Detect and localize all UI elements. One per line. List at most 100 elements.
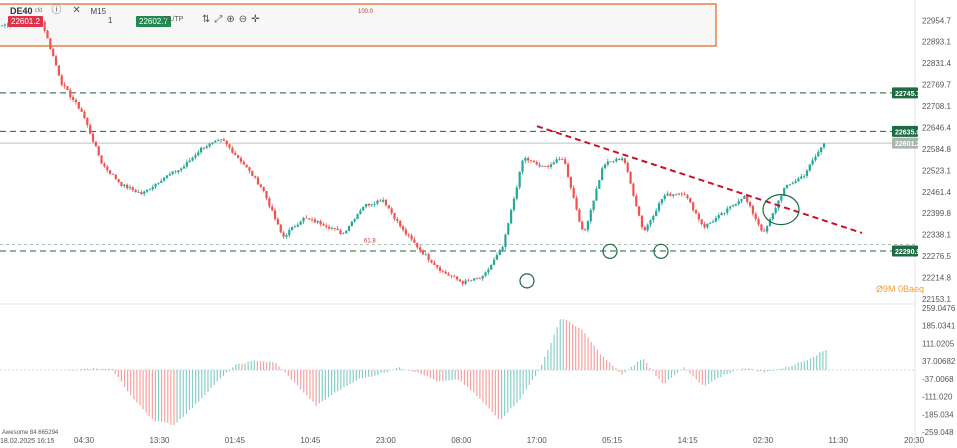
- oscillator-tick-label: 111.0205: [922, 339, 955, 348]
- oscillator-tick-label: 185.0341: [922, 322, 956, 331]
- candle-body: [404, 229, 407, 235]
- candle-body: [234, 152, 237, 156]
- candle-body: [438, 267, 442, 271]
- candle-body: [219, 139, 223, 141]
- candle-body: [123, 184, 126, 186]
- oscillator-tick-label: -259.048: [922, 428, 954, 437]
- candle-body: [251, 170, 254, 177]
- candle-body: [310, 219, 314, 221]
- trend-line[interactable]: [536, 125, 863, 234]
- oscillator-tick-label: 259.0476: [922, 304, 956, 313]
- candle-body: [766, 226, 769, 232]
- candle-body: [697, 213, 700, 220]
- candle-body: [214, 140, 217, 143]
- candle-body: [501, 246, 504, 251]
- candle-body: [626, 162, 629, 172]
- candle-body: [734, 204, 737, 206]
- zoom-in-icon[interactable]: ⊕: [226, 14, 235, 25]
- candle-body: [768, 219, 772, 227]
- price-tick-label: 22769.7: [922, 81, 951, 90]
- zoom-out-icon[interactable]: ⊖: [238, 14, 248, 25]
- candle-body: [433, 262, 436, 265]
- candle-body: [467, 280, 470, 282]
- candle-body: [396, 218, 399, 221]
- indicator-label: Awesome 84.665294: [2, 430, 59, 436]
- candle-body: [265, 190, 268, 199]
- candle-body: [188, 160, 191, 163]
- candle-body: [330, 228, 334, 229]
- time-tick-label: 01:45: [225, 436, 246, 445]
- candle-body: [455, 276, 459, 280]
- candle-body: [382, 199, 385, 202]
- candle-body: [285, 235, 288, 237]
- candle-body: [578, 209, 581, 222]
- chart-toolbar: DE40 cfd ⓘ ✕ M15: [0, 0, 280, 22]
- adjust-icon[interactable]: ⇅: [202, 14, 211, 25]
- candle-body: [194, 155, 197, 158]
- sell-price-button[interactable]: 22601.2: [8, 16, 43, 27]
- time-tick-label: 17:00: [527, 436, 548, 445]
- candle-body: [487, 269, 490, 273]
- time-tick-label: 11:30: [829, 436, 849, 445]
- oscillator-tick-label: -185.034: [922, 410, 954, 419]
- candle-body: [282, 232, 285, 237]
- candle-body: [575, 197, 578, 210]
- candle-body: [319, 221, 322, 225]
- candle-body: [177, 170, 180, 173]
- candle-body: [757, 218, 760, 225]
- candle-body: [77, 102, 80, 109]
- candle-body: [91, 133, 95, 142]
- candle-body: [566, 163, 570, 177]
- candle-body: [276, 219, 279, 225]
- candle-body: [106, 166, 109, 171]
- candle-body: [572, 187, 575, 198]
- candle-body: [3, 24, 6, 26]
- crosshair-icon[interactable]: ✛: [251, 14, 260, 25]
- close-icon[interactable]: ✕: [72, 5, 81, 16]
- candle-body: [720, 213, 723, 216]
- candle-body: [185, 162, 188, 167]
- candle-body: [669, 193, 672, 196]
- sltp-button[interactable]: SL/TP: [164, 16, 184, 23]
- candle-body: [305, 217, 308, 219]
- candle-body: [458, 279, 462, 282]
- candle-body: [384, 199, 388, 206]
- zone-box[interactable]: [0, 3, 717, 47]
- candle-body: [737, 201, 740, 205]
- candle-body: [313, 219, 316, 223]
- quantity-field[interactable]: 1: [108, 16, 113, 25]
- candle-body: [475, 278, 479, 280]
- info-icon[interactable]: ⓘ: [51, 5, 62, 16]
- candle-body: [717, 215, 720, 219]
- candle-body: [222, 139, 225, 141]
- timeframe-selector[interactable]: M15: [90, 6, 107, 16]
- candle-body: [638, 206, 641, 216]
- candle-body: [521, 160, 524, 172]
- candle-body: [421, 250, 425, 255]
- price-tick-label: 22708.1: [922, 102, 951, 111]
- annotation-circles[interactable]: [519, 194, 800, 289]
- candle-body: [345, 230, 348, 234]
- candle-body: [302, 217, 305, 222]
- candle-body: [527, 158, 530, 161]
- candle-body: [495, 254, 499, 260]
- date-start-label: 18.02.2025 16:15: [0, 438, 55, 445]
- buy-price-button[interactable]: 22602.7: [136, 16, 171, 27]
- candle-body: [660, 199, 663, 204]
- candle-body: [612, 161, 615, 163]
- candle-body: [746, 195, 749, 202]
- candle-body: [703, 224, 706, 228]
- time-tick-label: 05:15: [602, 436, 623, 445]
- candle-body: [148, 189, 152, 191]
- candle-body: [49, 38, 52, 49]
- candle-body: [436, 264, 439, 268]
- symbol-label[interactable]: DE40: [10, 6, 33, 16]
- candle-body: [322, 224, 325, 226]
- candle-body: [111, 173, 115, 175]
- candle-body: [615, 158, 618, 162]
- candle-body: [606, 161, 609, 165]
- candle-body: [80, 108, 83, 112]
- price-tag-bg: [892, 137, 918, 149]
- expand-icon[interactable]: ⤢: [214, 14, 223, 25]
